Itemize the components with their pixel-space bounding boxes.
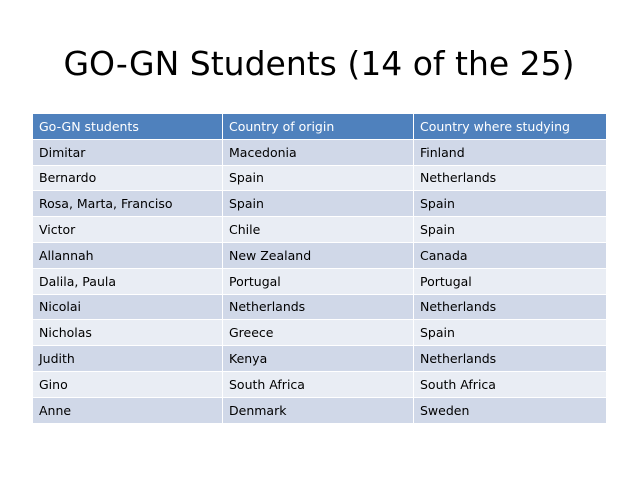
table-cell: Denmark	[222, 396, 414, 424]
table-cell: Dalila, Paula	[32, 267, 223, 295]
table-cell: Macedonia	[222, 138, 414, 166]
table-cell: South Africa	[222, 370, 414, 398]
table-cell: Spain	[222, 190, 414, 218]
table-cell: Sweden	[413, 396, 607, 424]
table-cell: Netherlands	[222, 293, 414, 321]
table-row: Victor Chile Spain	[32, 216, 607, 243]
table-row: Gino South Africa South Africa	[32, 370, 607, 398]
table-row: Nicolai Netherlands Netherlands	[32, 293, 607, 321]
table-cell: Victor	[32, 216, 223, 243]
table-cell: Finland	[413, 138, 607, 166]
table-cell: Canada	[413, 241, 607, 269]
table-header: Go-GN students Country of origin Country w…	[32, 113, 607, 140]
table-row: Anne Denmark Sweden	[32, 396, 607, 424]
slide-title: GO-GN Students (14 of the 25)	[63, 44, 575, 83]
table-row: Bernardo Spain Netherlands	[32, 164, 607, 192]
table-cell: Allannah	[32, 241, 223, 269]
table-cell: Judith	[32, 345, 223, 372]
column-header: Country of origin	[222, 113, 414, 140]
table-cell: Dimitar	[32, 138, 223, 166]
table-cell: Nicholas	[32, 319, 223, 347]
table-body: Dimitar Macedonia Finland Bernardo Spain Neth…	[32, 138, 607, 424]
table-cell: Spain	[222, 164, 414, 192]
table-cell: Rosa, Marta, Franciso	[32, 190, 223, 218]
table-row: Dalila, Paula Portugal Portugal	[32, 267, 607, 295]
table-row: Nicholas Greece Spain	[32, 319, 607, 347]
table-row: Judith Kenya Netherlands	[32, 345, 607, 372]
students-table: Go-GN students Country of origin Country w…	[32, 113, 607, 424]
table-row: Dimitar Macedonia Finland	[32, 138, 607, 166]
table-row: Allannah New Zealand Canada	[32, 241, 607, 269]
table-cell: Spain	[413, 319, 607, 347]
table-cell: Anne	[32, 396, 223, 424]
table-cell: Chile	[222, 216, 414, 243]
table-cell: Netherlands	[413, 345, 607, 372]
header-row: Go-GN students Country of origin Country w…	[32, 113, 607, 140]
column-header: Go-GN students	[32, 113, 223, 140]
table-cell: Nicolai	[32, 293, 223, 321]
table-cell: Spain	[413, 190, 607, 218]
table-cell: Kenya	[222, 345, 414, 372]
table-cell: Spain	[413, 216, 607, 243]
table-cell: New Zealand	[222, 241, 414, 269]
table-cell: Bernardo	[32, 164, 223, 192]
table-cell: Netherlands	[413, 293, 607, 321]
table-cell: South Africa	[413, 370, 607, 398]
table-cell: Gino	[32, 370, 223, 398]
table-row: Rosa, Marta, Franciso Spain Spain	[32, 190, 607, 218]
table-cell: Greece	[222, 319, 414, 347]
table-cell: Portugal	[222, 267, 414, 295]
column-header: Country where studying	[413, 113, 607, 140]
table-cell: Portugal	[413, 267, 607, 295]
table-cell: Netherlands	[413, 164, 607, 192]
